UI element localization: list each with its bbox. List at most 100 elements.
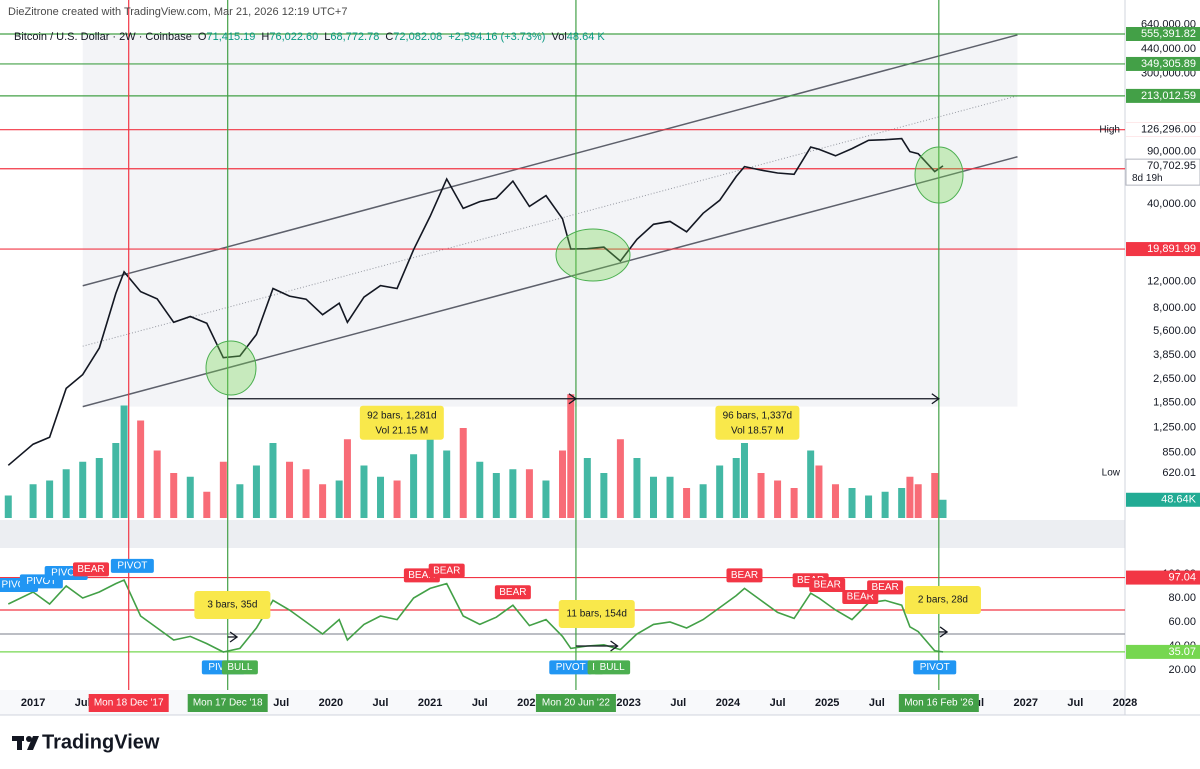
volume-bar — [831, 484, 839, 518]
price-level-label-bg — [1126, 26, 1200, 41]
ohlc-key: C — [385, 31, 393, 43]
signal-marker — [549, 660, 593, 675]
rsi-tick-label: 60.00 — [1168, 616, 1196, 628]
volume-bar — [699, 484, 707, 518]
volume-bar — [459, 428, 467, 518]
signal-label: BEAR — [871, 582, 898, 593]
current-price-bg — [1125, 158, 1200, 186]
volume-bar — [335, 480, 343, 518]
symbol-line: Bitcoin / U.S. Dollar · 2W · Coinbase O71… — [14, 31, 605, 43]
volume-bar — [865, 495, 873, 518]
volume-bar — [716, 465, 724, 518]
volume-bar — [931, 473, 939, 518]
x-tick-label: 2024 — [716, 697, 741, 709]
price-level-label: 555,391.82 — [1141, 28, 1196, 40]
volume-bar — [914, 484, 922, 518]
x-tick-label: 2028 — [1113, 697, 1137, 709]
x-tick-label: 2021 — [418, 697, 442, 709]
volume-bar — [112, 443, 120, 518]
x-tick-label: Jul — [273, 697, 289, 709]
volume-bar — [600, 473, 608, 518]
signal-marker — [428, 563, 465, 578]
rsi-level-label: 97.04 — [1168, 571, 1196, 583]
low-label: Low — [1102, 468, 1121, 479]
signal-marker — [809, 578, 846, 593]
volume-bar — [410, 454, 418, 518]
credit: DieZitrone created with TradingView.com,… — [8, 6, 347, 18]
measure-label: Vol 18.57 M — [731, 425, 784, 436]
volume-last-label: 48.64K — [1161, 494, 1197, 506]
y-tick-label: 3,850.00 — [1153, 349, 1196, 361]
x-tick-label: 2027 — [1013, 697, 1037, 709]
volume-bar — [492, 473, 500, 518]
volume-bar — [443, 450, 451, 518]
volume-bar — [649, 476, 657, 518]
measure-label: 3 bars, 35d — [207, 600, 257, 611]
volume-bar — [203, 491, 211, 518]
volume-bar — [95, 458, 103, 518]
signal-marker — [867, 580, 904, 595]
y-tick-label: 1,250.00 — [1153, 422, 1196, 434]
event-date: Mon 16 Feb '26 — [904, 698, 974, 709]
event-date: Mon 17 Dec '18 — [193, 698, 263, 709]
ohlc-value: 68,772.78 — [330, 31, 379, 43]
x-tick-label: Jul — [869, 697, 885, 709]
x-tick-label: Jul — [1067, 697, 1083, 709]
volume-bar — [898, 488, 906, 518]
volume-bar — [62, 469, 70, 518]
low-value: 620.01 — [1162, 467, 1196, 479]
price-level-label-bg — [1126, 56, 1200, 71]
volume-bar — [319, 484, 327, 518]
logo-shape — [26, 736, 32, 742]
rsi-level-label-bg — [1126, 644, 1200, 659]
volume-bar — [732, 458, 740, 518]
volume-bar — [393, 480, 401, 518]
volume-bar — [286, 461, 294, 518]
signal-label: BULL — [227, 662, 252, 673]
signal-marker — [221, 660, 258, 675]
volume-bar — [302, 469, 310, 518]
volume-bar — [79, 461, 87, 518]
logo — [12, 736, 39, 750]
ohlc-key: L — [324, 31, 330, 43]
measure-label: 2 bars, 28d — [918, 595, 968, 606]
x-tick-label: Jul — [75, 697, 91, 709]
brand: TradingView — [42, 731, 160, 753]
measure-label: Vol 21.15 M — [375, 425, 428, 436]
measure-box — [558, 599, 635, 628]
x-tick-label: Jul — [770, 697, 786, 709]
volume-bar — [666, 476, 674, 518]
price-level-label: 19,891.99 — [1147, 243, 1196, 255]
rsi-measure-arrow-head — [939, 626, 949, 638]
ohlc-key: O — [198, 31, 207, 43]
signal-label: PIVOT — [51, 568, 81, 579]
vol-key: Vol — [551, 31, 566, 43]
logo-shape — [27, 736, 39, 750]
price-level-label-bg — [1126, 88, 1200, 103]
volume-last-label-bg — [1126, 492, 1200, 507]
volume-bar — [137, 420, 145, 518]
volume-bar — [633, 458, 641, 518]
y-tick-label: 8,000.00 — [1153, 302, 1196, 314]
signal-marker — [913, 660, 957, 675]
volume-bar — [252, 465, 260, 518]
event-date: Mon 18 Dec '17 — [94, 698, 164, 709]
rsi-level-label: 35.07 — [1168, 646, 1196, 658]
price-line — [7, 137, 944, 466]
rsi-measure-arrow-head — [229, 631, 239, 643]
volume-bar — [236, 484, 244, 518]
signal-label: BEAR — [499, 587, 526, 598]
signal-label: BEAR — [847, 592, 874, 603]
signal-label: BULL — [600, 662, 625, 673]
signal-label: PIVOT — [556, 662, 586, 673]
signal-label: BEAR — [408, 570, 435, 581]
highlight-ellipse — [205, 340, 257, 396]
signal-marker — [110, 558, 154, 573]
volume-bar — [170, 473, 178, 518]
signal-label: BEAR — [814, 580, 841, 591]
channel-upper — [82, 34, 1018, 287]
signal-label: PIVOT — [2, 580, 32, 591]
volume-bar — [790, 488, 798, 518]
volume-bar — [939, 499, 947, 518]
volume-bar — [525, 469, 533, 518]
